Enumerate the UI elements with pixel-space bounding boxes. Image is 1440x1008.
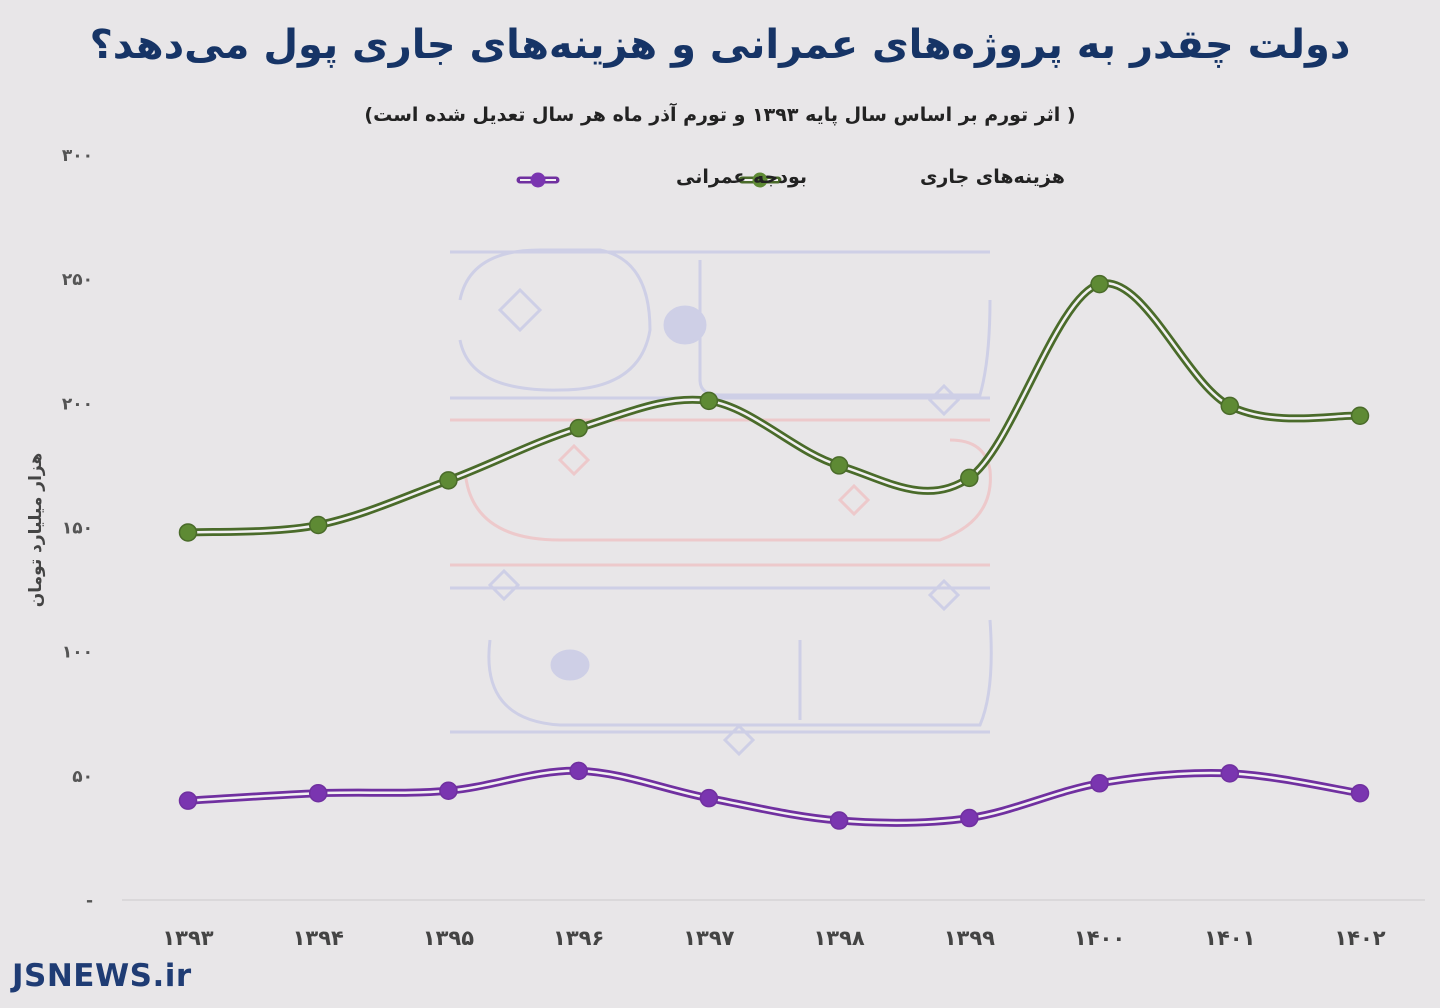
chart-title: دولت چقدر به پروژه‌های عمرانی و هزینه‌ها… <box>89 22 1351 68</box>
data-point <box>1220 396 1240 416</box>
series-line-outer <box>184 766 1364 827</box>
legend-marker <box>752 172 768 188</box>
data-point <box>829 811 849 830</box>
x-tick-label: ۱۴۰۱ <box>1204 926 1255 950</box>
legend-label: بودجه عمرانی <box>676 166 807 188</box>
y-tick-label: ۲۵۰ <box>62 270 93 290</box>
y-axis-ticks: - ۵۰ ۱۰۰ ۱۵۰ ۲۰۰ ۲۵۰ ۳۰۰ <box>62 146 93 911</box>
x-tick-label: ۱۴۰۲ <box>1334 926 1385 950</box>
y-tick-label: ۳۰۰ <box>62 146 93 166</box>
watermark-logo <box>450 248 993 757</box>
x-tick-label: ۱۳۹۶ <box>553 926 604 950</box>
data-point <box>569 761 588 781</box>
data-point <box>178 523 198 542</box>
x-tick-label: ۱۳۹۹ <box>944 926 995 950</box>
data-point <box>1090 274 1109 294</box>
y-tick-label: ۱۵۰ <box>62 519 93 539</box>
legend: هزینه‌های جاری بودجه عمرانی <box>516 166 1065 188</box>
x-tick-label: ۱۳۹۷ <box>683 926 734 950</box>
data-point <box>1350 783 1370 803</box>
data-point <box>829 456 849 475</box>
data-point <box>699 788 719 808</box>
x-tick-label: ۱۴۰۰ <box>1074 926 1125 950</box>
x-tick-label: ۱۳۹۴ <box>293 926 344 950</box>
data-point <box>699 391 719 411</box>
legend-item: بودجه عمرانی <box>516 166 807 188</box>
x-tick-label: ۱۳۹۸ <box>813 926 864 950</box>
series-layer <box>178 274 1370 830</box>
x-axis-ticks: ۱۳۹۳ ۱۳۹۴ ۱۳۹۵ ۱۳۹۶ ۱۳۹۷ ۱۳۹۸ ۱۳۹۹ ۱۴۰۰ ۱۴۰۱ ۱۴۰۲ <box>162 926 1385 950</box>
chart-subtitle: ( اثر تورم بر اساس سال پایه ۱۳۹۳ و تورم … <box>364 104 1076 126</box>
series-line-inner <box>186 282 1362 534</box>
series-line-outer <box>184 279 1364 537</box>
x-tick-label: ۱۳۹۳ <box>162 926 213 950</box>
data-point <box>308 515 328 535</box>
series-line-inner <box>186 769 1362 825</box>
y-tick-label: ۱۰۰ <box>62 643 93 663</box>
data-point <box>439 781 458 800</box>
y-tick-label: ۲۰۰ <box>62 394 93 414</box>
data-point <box>178 791 198 810</box>
series-0 <box>178 274 1370 542</box>
series-1 <box>178 761 1370 830</box>
data-point <box>439 471 458 490</box>
data-point <box>1220 764 1240 783</box>
legend-marker <box>530 172 546 188</box>
data-point <box>308 783 328 803</box>
y-tick-label: - <box>86 891 93 911</box>
data-point <box>960 808 979 828</box>
brand-logo-text: JSNEWS.ir <box>12 958 192 994</box>
data-point <box>1350 406 1370 425</box>
data-point <box>960 468 979 488</box>
legend-item: هزینه‌های جاری <box>738 166 1065 188</box>
data-point <box>1090 774 1109 793</box>
y-tick-label: ۵۰ <box>72 767 93 787</box>
x-tick-label: ۱۳۹۵ <box>423 926 474 950</box>
legend-label: هزینه‌های جاری <box>920 166 1065 188</box>
data-point <box>569 418 588 438</box>
